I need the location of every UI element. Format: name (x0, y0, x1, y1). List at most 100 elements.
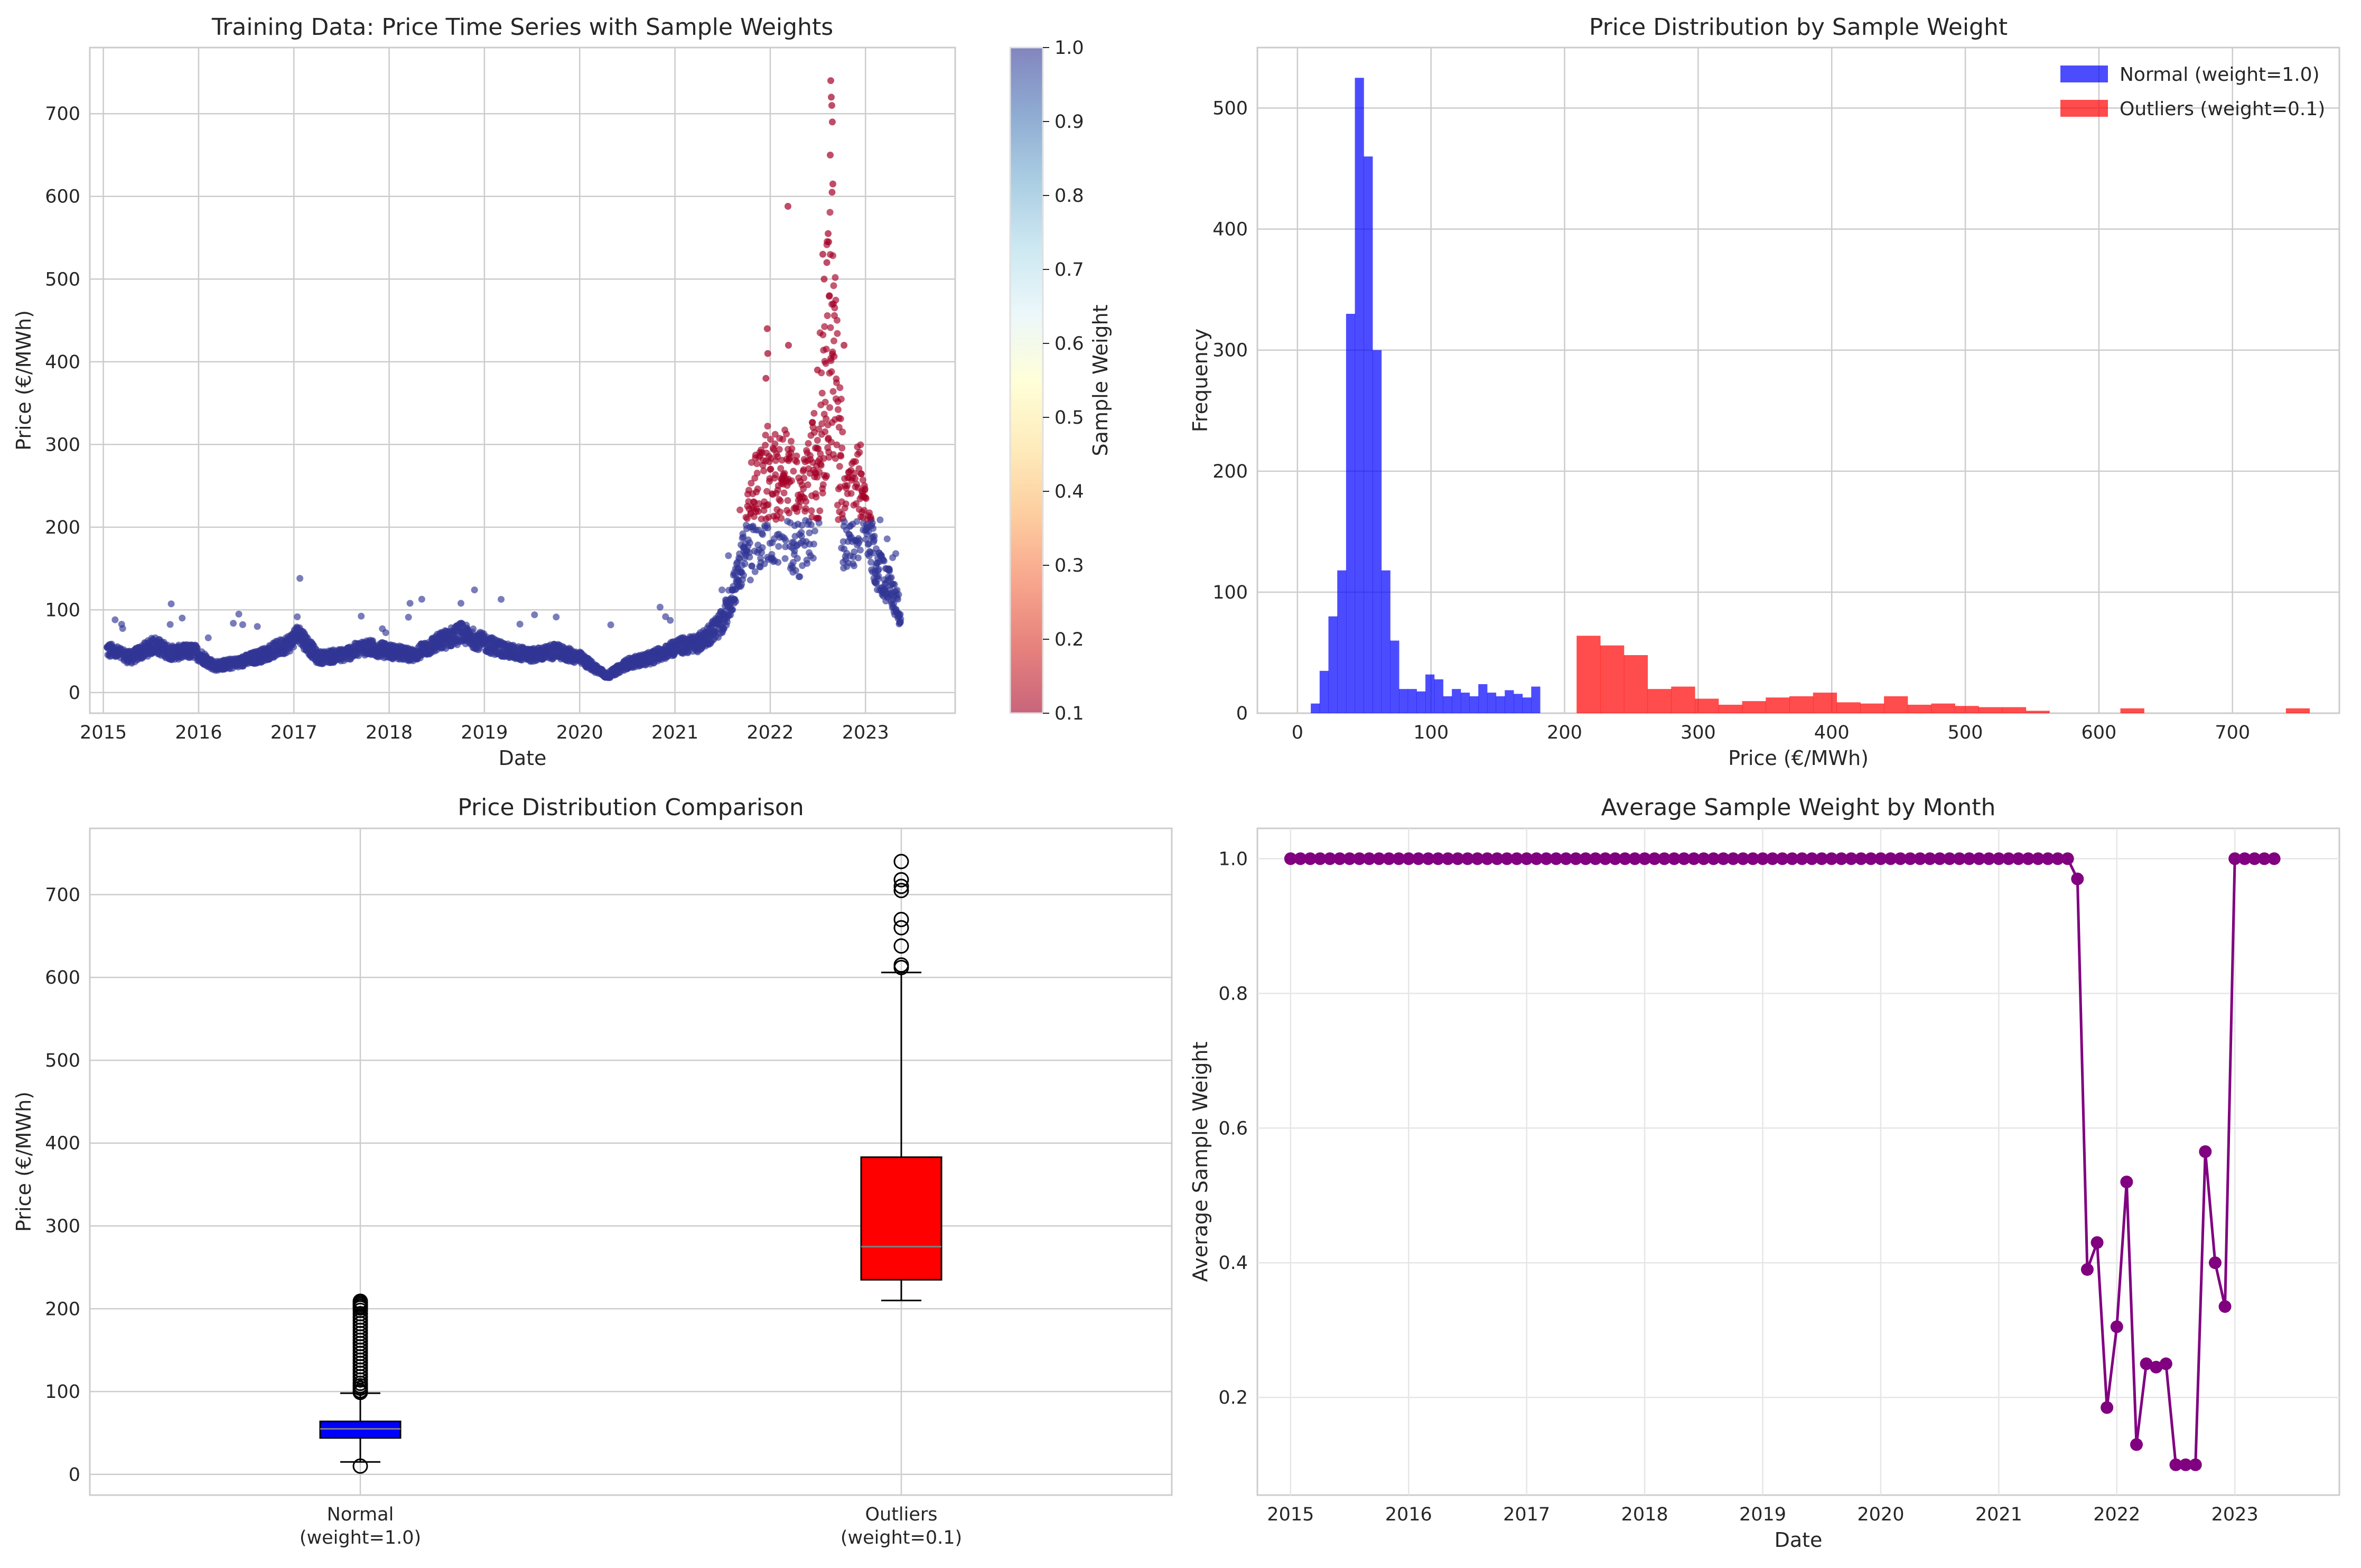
weight-marker (1313, 852, 1327, 865)
price-point (817, 462, 825, 469)
normal-bar (1355, 78, 1364, 714)
weight-marker (2051, 852, 2065, 865)
weight-marker (1727, 852, 1740, 865)
price-point (179, 614, 186, 622)
weight-marker (1550, 852, 1563, 865)
weight-marker (1707, 852, 1720, 865)
price-point (294, 613, 301, 620)
price-point (810, 540, 817, 548)
y-tick-label: 100 (1212, 582, 1248, 603)
price-point (753, 469, 761, 477)
price-point (827, 151, 834, 158)
y-axis-label: Price (€/MWh) (12, 1091, 35, 1232)
plot-area (1256, 827, 2340, 1496)
y-tick-label: 0 (69, 1464, 80, 1486)
normal-bar (1478, 684, 1488, 713)
x-tick-label: 0 (1292, 722, 1303, 743)
y-tick-label: 0.6 (1218, 1118, 1248, 1139)
outlier-bar (1789, 696, 1814, 713)
price-point (809, 418, 816, 426)
price-point (821, 323, 828, 330)
weight-marker (1402, 852, 1415, 865)
price-point (818, 389, 826, 397)
legend-label-normal: Normal (weight=1.0) (2120, 64, 2320, 86)
price-point (817, 450, 824, 458)
y-tick-label: 500 (45, 1050, 80, 1071)
x-tick-label: 2022 (2093, 1504, 2140, 1525)
price-point (358, 612, 365, 620)
y-tick-label: 400 (45, 352, 80, 373)
price-point (827, 94, 835, 101)
weight-marker (2199, 1145, 2212, 1158)
price-point (406, 600, 414, 607)
weight-marker (1490, 852, 1504, 865)
weight-marker (2041, 852, 2055, 865)
price-point (782, 537, 789, 544)
price-point (725, 552, 732, 559)
weight-marker (2140, 1357, 2153, 1370)
outlier-bar (1836, 702, 1861, 713)
weight-marker (1737, 852, 1750, 865)
price-point (822, 360, 829, 367)
price-point (783, 430, 790, 437)
y-tick-label: 100 (45, 1382, 80, 1403)
price-point (892, 550, 900, 557)
weight-marker (1539, 852, 1553, 865)
weight-marker (2130, 1438, 2143, 1451)
price-point (828, 438, 835, 446)
price-point (853, 518, 861, 525)
price-point (828, 102, 835, 109)
price-point (457, 600, 464, 607)
weight-marker (1776, 852, 1789, 865)
weight-marker (1854, 852, 1868, 865)
outlier-bar (1766, 697, 1790, 713)
normal-bar (1346, 314, 1356, 713)
price-point (784, 497, 791, 504)
normal-bar (1425, 674, 1435, 713)
price-point (740, 572, 748, 579)
price-point (823, 346, 830, 353)
colorbar: 0.1 0.2 0.3 0.4 0.5 0.6 0.7 0.8 0.9 1.0 Sample We… (1009, 38, 1112, 724)
price-point (667, 617, 674, 624)
y-tick-label: 200 (1212, 461, 1248, 482)
chart-title: Training Data: Price Time Series with Sa… (211, 14, 833, 41)
price-point (382, 629, 389, 637)
price-point (861, 507, 868, 514)
price-point (829, 300, 837, 307)
x-tick-label: 2021 (651, 722, 698, 743)
price-point (776, 446, 783, 453)
price-point (857, 441, 864, 449)
weight-marker (1914, 852, 1927, 865)
price-point (767, 465, 774, 473)
plot-area (1256, 46, 2340, 714)
weight-marker (1373, 852, 1386, 865)
price-point (763, 325, 771, 332)
price-point (792, 567, 799, 574)
y-tick-label: 500 (1212, 98, 1248, 119)
price-point (790, 468, 797, 475)
price-point (823, 472, 830, 480)
price-point (847, 490, 855, 497)
price-point (810, 409, 818, 417)
price-point (852, 500, 860, 507)
outlier-bar (1907, 704, 1932, 713)
price-point (743, 515, 751, 522)
outlier-bar (1623, 655, 1648, 713)
outlier-bar (1931, 703, 1955, 713)
price-point (805, 440, 812, 447)
price-point (838, 444, 846, 452)
flier-point (893, 957, 909, 973)
price-point (819, 331, 827, 339)
price-point (204, 634, 212, 641)
plot-area (89, 46, 956, 714)
outlier-bar (2002, 707, 2027, 713)
x-tick-label: 2022 (746, 722, 794, 743)
price-point (836, 463, 843, 470)
weight-marker (1746, 852, 1759, 865)
weight-marker (1766, 852, 1779, 865)
price-point (839, 428, 846, 436)
price-point (851, 470, 858, 477)
x-tick-label: 200 (1547, 722, 1582, 743)
price-point (827, 324, 834, 331)
colorbar-tick-labels: 0.1 0.2 0.3 0.4 0.5 0.6 0.7 0.8 0.9 1.0 (1043, 38, 1084, 724)
